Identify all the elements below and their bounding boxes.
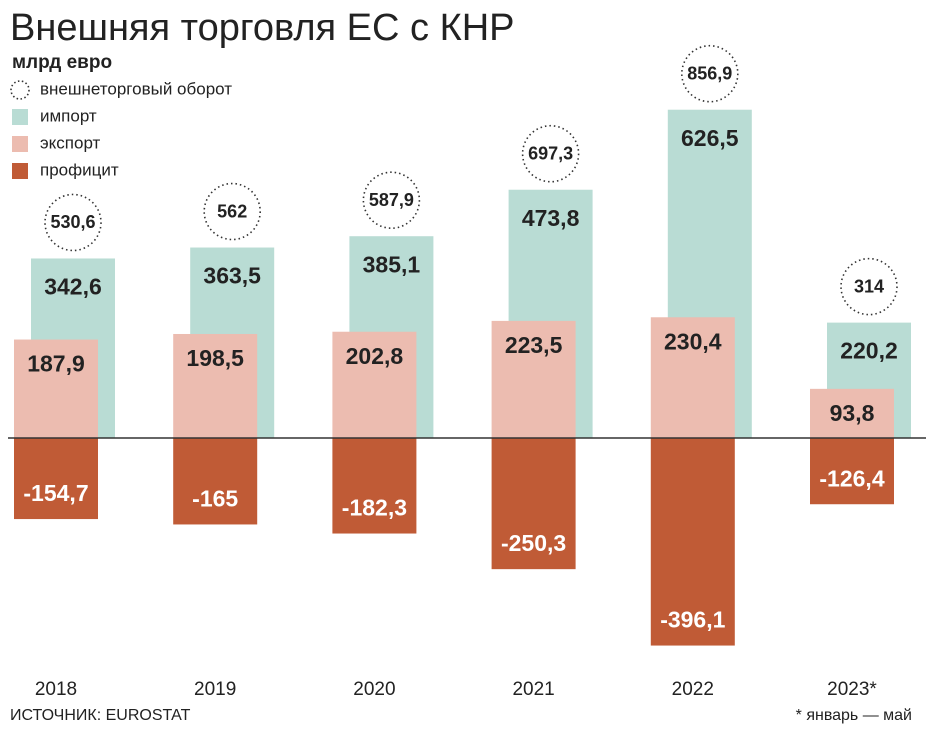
surplus-label: -165 [192, 486, 238, 512]
turnover-circle [840, 257, 898, 316]
turnover-label: 587,9 [369, 190, 414, 210]
surplus-label: -126,4 [819, 465, 884, 491]
export-bar [810, 388, 894, 438]
import-label: 473,8 [522, 205, 580, 231]
import-label: 220,2 [840, 338, 898, 364]
turnover-circle [203, 182, 261, 241]
import-label: 626,5 [681, 125, 739, 151]
legend-swatch [12, 136, 28, 152]
surplus-bar [650, 438, 735, 646]
export-bar [491, 320, 576, 438]
turnover-circle [521, 124, 580, 183]
turnover-label: 314 [854, 276, 884, 296]
export-label: 202,8 [346, 343, 404, 369]
legend-swatch [10, 80, 30, 100]
turnover-label: 697,3 [528, 143, 573, 163]
import-label: 363,5 [203, 263, 261, 289]
x-tick-label: 2022 [672, 679, 714, 700]
legend-swatch [12, 163, 28, 179]
surplus-bar [173, 438, 258, 525]
x-tick-label: 2020 [353, 679, 395, 700]
surplus-bar [14, 438, 98, 520]
export-bar [650, 317, 735, 438]
export-bar [332, 331, 417, 438]
surplus-label: -182,3 [342, 495, 407, 521]
export-bar [14, 339, 98, 438]
import-label: 385,1 [363, 251, 421, 277]
x-tick-label: 2021 [512, 679, 554, 700]
legend-swatch [12, 109, 28, 125]
x-tick-label: 2018 [35, 679, 77, 700]
export-label: 187,9 [27, 351, 85, 377]
export-label: 223,5 [505, 332, 563, 358]
chart-title: Внешняя торговля ЕС с КНР [10, 7, 515, 49]
turnover-circle [680, 44, 739, 103]
turnover-label: 562 [217, 201, 247, 221]
turnover-label: 856,9 [687, 63, 732, 83]
source: ИСТОЧНИК: EUROSTAT [10, 707, 191, 724]
chart-subtitle: млрд евро [12, 52, 112, 73]
export-label: 198,5 [186, 345, 244, 371]
legend-label: профицит [40, 160, 119, 179]
turnover-circle [44, 193, 102, 252]
legend-label: внешнеторговый оборот [40, 79, 232, 98]
turnover-label: 530,6 [50, 212, 95, 232]
surplus-label: -396,1 [660, 607, 725, 633]
x-tick-label: 2019 [194, 679, 236, 700]
export-bar [173, 333, 258, 438]
import-label: 342,6 [44, 274, 102, 300]
surplus-label: -250,3 [501, 530, 566, 556]
surplus-bar [491, 438, 576, 570]
export-label: 230,4 [664, 328, 722, 354]
legend-label: импорт [40, 106, 97, 125]
x-tick-label: 2023* [827, 679, 877, 700]
legend-label: экспорт [40, 133, 101, 152]
turnover-circle [362, 171, 421, 230]
surplus-bar [810, 438, 894, 505]
surplus-label: -154,7 [23, 480, 88, 506]
surplus-bar [332, 438, 417, 534]
export-label: 93,8 [830, 400, 875, 426]
footnote: * январь — май [796, 707, 912, 724]
